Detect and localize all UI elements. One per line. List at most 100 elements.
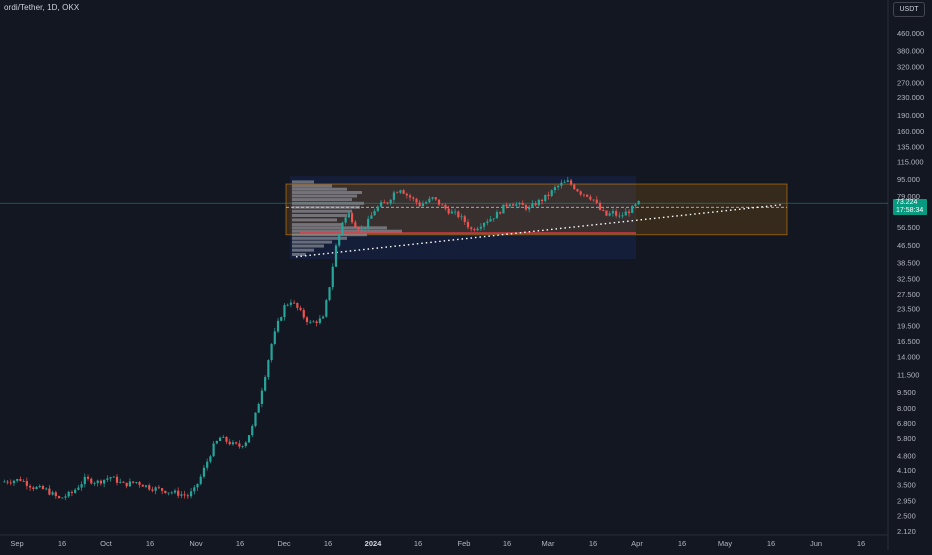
candle-body bbox=[389, 199, 392, 204]
candle-body bbox=[151, 489, 154, 491]
candle-body bbox=[627, 211, 631, 213]
candle-body bbox=[247, 435, 251, 443]
candle-body bbox=[241, 445, 244, 447]
currency-button[interactable]: USDT bbox=[893, 2, 925, 17]
candle-body bbox=[74, 489, 77, 493]
candle-body bbox=[122, 481, 125, 483]
candle-body bbox=[328, 287, 331, 301]
candle-body bbox=[396, 192, 399, 194]
candle-body bbox=[379, 202, 383, 207]
candle-body bbox=[347, 213, 350, 218]
candle-body bbox=[508, 204, 511, 207]
y-tick-label: 270.000 bbox=[897, 78, 924, 87]
candle-body bbox=[64, 496, 67, 498]
candle-body bbox=[296, 302, 299, 308]
candle-body bbox=[631, 205, 634, 213]
y-tick-label: 56.500 bbox=[897, 223, 920, 232]
candle-body bbox=[428, 198, 431, 203]
candle-body bbox=[128, 481, 131, 487]
candle-body bbox=[289, 302, 292, 305]
candle-body bbox=[473, 229, 476, 231]
candle-body bbox=[624, 211, 627, 216]
candle-body bbox=[544, 194, 547, 202]
volume-profile-bar bbox=[292, 236, 347, 240]
volume-profile-bar bbox=[292, 244, 324, 248]
candle-body bbox=[598, 202, 602, 210]
x-tick-label: Jun bbox=[810, 539, 822, 548]
candle-body bbox=[177, 490, 180, 496]
candle-body bbox=[441, 204, 444, 206]
y-tick-label: 11.500 bbox=[897, 370, 919, 379]
candle-body bbox=[331, 266, 334, 288]
candle-body bbox=[402, 190, 405, 194]
candle-body bbox=[325, 300, 328, 317]
candle-body bbox=[215, 441, 218, 444]
y-tick-label: 2.120 bbox=[897, 527, 916, 536]
y-tick-label: 14.000 bbox=[897, 352, 920, 361]
candle-body bbox=[463, 216, 466, 223]
candle-body bbox=[602, 209, 605, 211]
y-tick-label: 2.950 bbox=[897, 496, 916, 505]
y-tick-label: 16.500 bbox=[897, 337, 920, 346]
candle-body bbox=[315, 321, 318, 323]
candle-body bbox=[499, 212, 502, 214]
volume-profile-bar bbox=[292, 248, 314, 252]
x-tick-label: 16 bbox=[678, 539, 686, 548]
candle-body bbox=[138, 482, 141, 485]
candle-body bbox=[547, 194, 550, 196]
candle-body bbox=[238, 443, 241, 447]
candle-body bbox=[112, 476, 115, 478]
candle-body bbox=[392, 192, 396, 200]
candle-body bbox=[199, 476, 202, 484]
candle-body bbox=[322, 316, 325, 319]
y-tick-label: 380.000 bbox=[897, 47, 924, 56]
candle-body bbox=[299, 307, 302, 310]
candle-body bbox=[228, 441, 231, 445]
candle-body bbox=[360, 228, 363, 230]
volume-profile-bar bbox=[292, 240, 332, 244]
candle-body bbox=[566, 180, 569, 182]
candle-body bbox=[167, 492, 170, 494]
x-tick-label: 16 bbox=[414, 539, 422, 548]
candle-body bbox=[431, 197, 434, 199]
y-tick-label: 27.500 bbox=[897, 290, 920, 299]
candle-body bbox=[363, 227, 367, 229]
candle-body bbox=[460, 216, 463, 218]
candle-body bbox=[437, 199, 441, 205]
candle-body bbox=[51, 492, 54, 495]
candle-body bbox=[338, 234, 341, 246]
candle-body bbox=[35, 487, 38, 490]
candle-body bbox=[595, 199, 598, 203]
y-tick-label: 135.000 bbox=[897, 142, 924, 151]
candle-body bbox=[225, 436, 228, 442]
candle-body bbox=[489, 219, 492, 222]
candle-body bbox=[119, 481, 122, 483]
candle-body bbox=[354, 222, 357, 228]
candle-body bbox=[550, 190, 553, 196]
y-tick-label: 4.100 bbox=[897, 466, 916, 475]
volume-profile-bar bbox=[292, 187, 347, 191]
volume-profile-bar bbox=[292, 213, 347, 217]
candle-body bbox=[48, 488, 51, 495]
candle-body bbox=[573, 184, 576, 190]
candle-body bbox=[270, 343, 273, 361]
candle-body bbox=[183, 494, 186, 496]
candle-body bbox=[344, 217, 347, 223]
candle-body bbox=[3, 481, 6, 483]
candle-body bbox=[569, 180, 573, 185]
candle-body bbox=[524, 205, 528, 210]
candle-body bbox=[141, 484, 144, 487]
candle-body bbox=[557, 185, 560, 188]
y-tick-label: 2.500 bbox=[897, 512, 916, 521]
candle-body bbox=[189, 491, 193, 497]
y-tick-label: 460.000 bbox=[897, 29, 924, 38]
candle-body bbox=[132, 481, 135, 483]
candle-body bbox=[434, 197, 437, 200]
candle-body bbox=[470, 227, 473, 230]
candle-body bbox=[376, 206, 379, 212]
candle-body bbox=[273, 331, 276, 344]
candle-body bbox=[86, 476, 90, 479]
candle-body bbox=[537, 199, 540, 206]
